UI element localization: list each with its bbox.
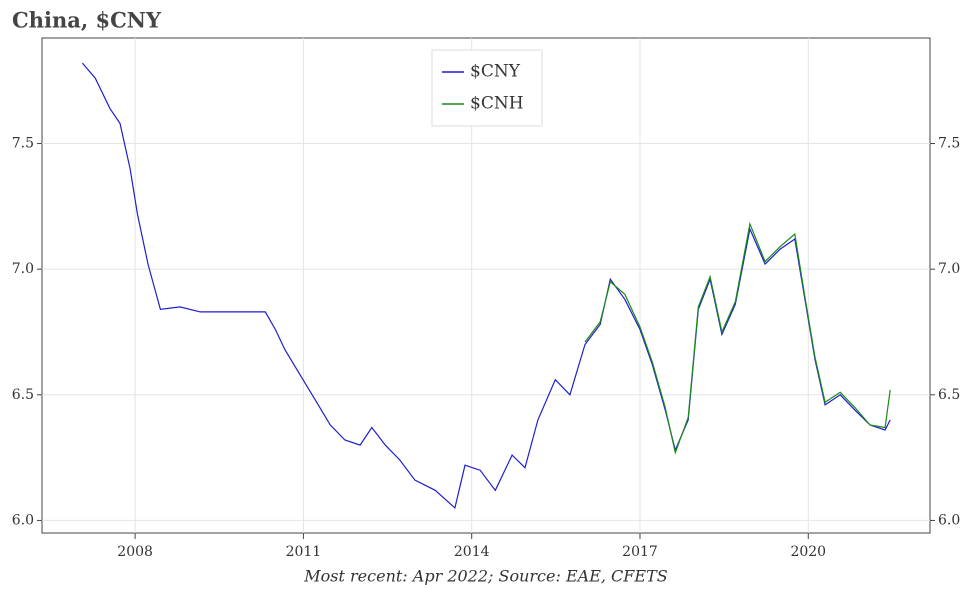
y-tick-label: 7.5 (12, 136, 34, 152)
plot-frame (41, 37, 931, 534)
legend-label: $CNH (470, 94, 524, 114)
line-series (81, 62, 891, 510)
x-tick-label: 2014 (454, 544, 490, 560)
y2-tick-label: 7.0 (938, 261, 960, 277)
footnote: Most recent: Apr 2022; Source: EAE, CFET… (303, 567, 667, 586)
x-tick-label: 2017 (622, 544, 658, 560)
grid (42, 38, 930, 533)
line-series (584, 221, 891, 455)
x-tick-label: 2020 (790, 544, 826, 560)
y2-tick-label: 6.0 (938, 512, 960, 528)
y2-tick-label: 7.5 (938, 136, 960, 152)
x-tick-label: 2008 (117, 544, 153, 560)
y-tick-label: 6.5 (12, 387, 34, 403)
legend-box (431, 49, 543, 127)
y-tick-label: 7.0 (12, 261, 34, 277)
y2-tick-label: 6.5 (938, 387, 960, 403)
y-tick-label: 6.0 (12, 512, 34, 528)
x-tick-label: 2011 (286, 544, 322, 560)
chart-title: China, $CNY (12, 8, 162, 33)
legend-label: $CNY (470, 62, 521, 82)
